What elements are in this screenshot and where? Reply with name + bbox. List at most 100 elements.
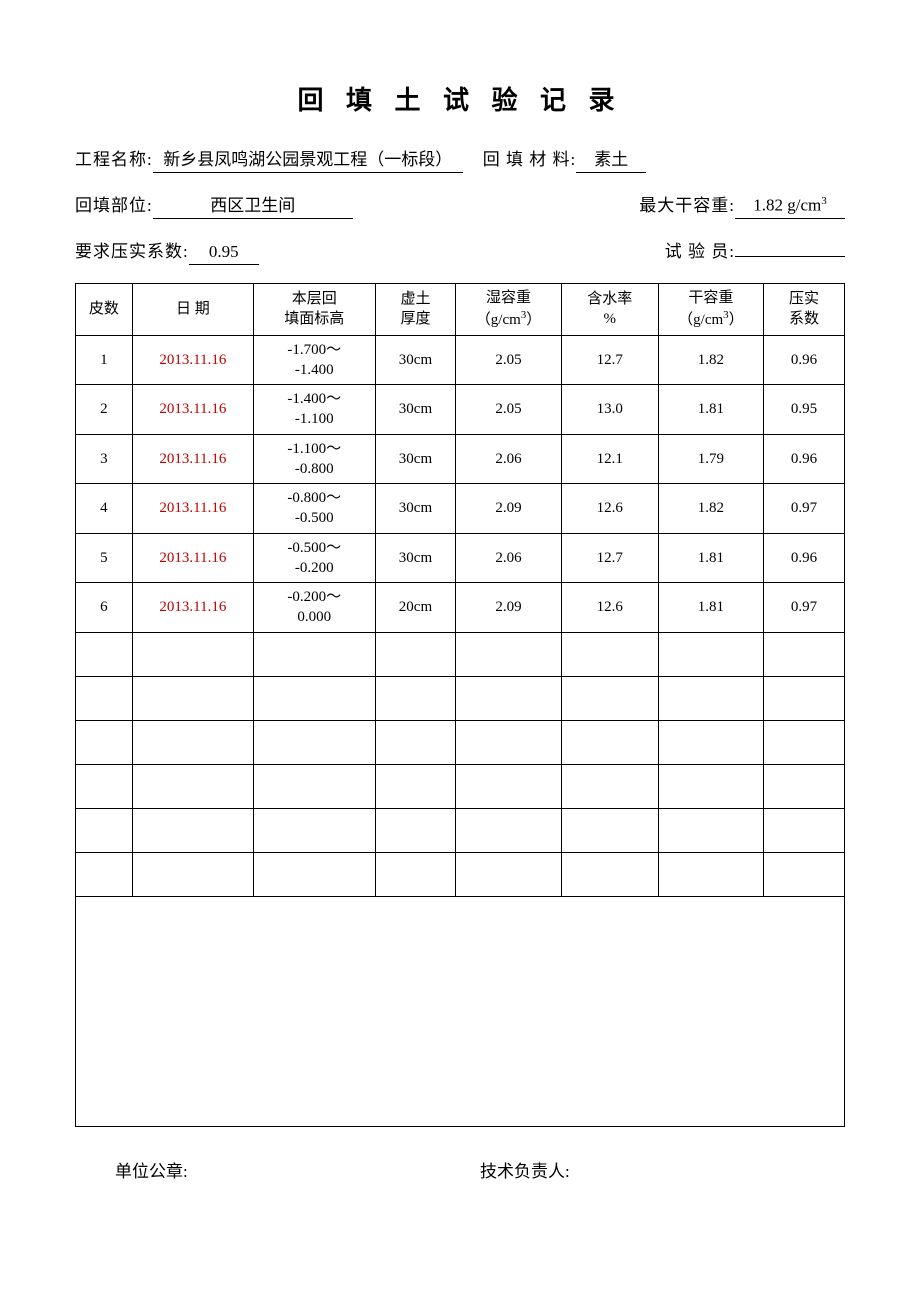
table-cell: [456, 632, 561, 676]
compaction-value: 0.95: [189, 242, 259, 265]
table-cell: [132, 632, 253, 676]
table-cell: 2.06: [456, 434, 561, 484]
table-cell: [132, 764, 253, 808]
table-cell: [132, 720, 253, 764]
table-cell: 13.0: [561, 385, 658, 435]
table-cell: [254, 852, 375, 896]
table-cell: [764, 808, 845, 852]
page-title: 回 填 土 试 验 记 录: [75, 80, 845, 117]
table-cell: 2: [76, 385, 133, 435]
table-cell: 1.81: [658, 533, 763, 583]
table-cell: 4: [76, 484, 133, 534]
col-wet-density: 湿容重（g/cm3）: [456, 284, 561, 336]
table-cell: 2.05: [456, 335, 561, 385]
table-cell: [764, 720, 845, 764]
table-cell: 2013.11.16: [132, 385, 253, 435]
table-cell: [764, 764, 845, 808]
table-cell: -0.500～-0.200: [254, 533, 375, 583]
table-cell: [254, 632, 375, 676]
table-cell: [456, 764, 561, 808]
table-cell: [561, 764, 658, 808]
table-cell: [76, 764, 133, 808]
col-layer: 皮数: [76, 284, 133, 336]
table-row: 42013.11.16-0.800～-0.50030cm2.0912.61.82…: [76, 484, 845, 534]
table-row: [76, 808, 845, 852]
table-row: 62013.11.16-0.200～0.00020cm2.0912.61.810…: [76, 583, 845, 633]
table-cell: [375, 808, 456, 852]
table-cell: 3: [76, 434, 133, 484]
col-water: 含水率%: [561, 284, 658, 336]
table-cell: [658, 852, 763, 896]
fill-material: 素土: [576, 145, 646, 173]
table-cell: 12.6: [561, 583, 658, 633]
fill-location-label: 回填部位:: [75, 191, 153, 216]
table-cell: [658, 632, 763, 676]
table-cell: [254, 720, 375, 764]
table-cell: [132, 852, 253, 896]
table-cell: [561, 632, 658, 676]
col-dry-density: 干容重（g/cm3）: [658, 284, 763, 336]
table-cell: 0.97: [764, 583, 845, 633]
meta-row-3: 要求压实系数: 0.95 试 验 员:: [75, 237, 845, 265]
table-cell: -1.100～-0.800: [254, 434, 375, 484]
table-cell: 12.7: [561, 335, 658, 385]
table-cell: 2013.11.16: [132, 583, 253, 633]
table-cell: [764, 852, 845, 896]
table-cell: [132, 808, 253, 852]
table-row: 32013.11.16-1.100～-0.80030cm2.0612.11.79…: [76, 434, 845, 484]
table-cell: 30cm: [375, 434, 456, 484]
fill-material-label: 回 填 材 料:: [483, 145, 576, 170]
table-cell: 5: [76, 533, 133, 583]
table-cell: [658, 676, 763, 720]
table-cell: 2.05: [456, 385, 561, 435]
table-cell: [764, 676, 845, 720]
table-cell: [375, 852, 456, 896]
fill-location: 西区卫生间: [153, 191, 353, 219]
table-cell: [561, 852, 658, 896]
table-cell: [76, 808, 133, 852]
table-row: [76, 764, 845, 808]
table-cell: 0.95: [764, 385, 845, 435]
tester-label: 试 验 员:: [665, 237, 735, 262]
table-cell: 30cm: [375, 385, 456, 435]
max-dry-label: 最大干容重:: [639, 191, 735, 216]
table-cell: 12.7: [561, 533, 658, 583]
table-cell: 30cm: [375, 533, 456, 583]
table-cell: [254, 676, 375, 720]
table-cell: 12.1: [561, 434, 658, 484]
footer-tech: 技术负责人:: [480, 1157, 570, 1182]
table-cell: [658, 720, 763, 764]
table-row: 52013.11.16-0.500～-0.20030cm2.0612.71.81…: [76, 533, 845, 583]
table-cell: [375, 764, 456, 808]
table-cell: [76, 720, 133, 764]
table-cell: 1.79: [658, 434, 763, 484]
table-cell: 2013.11.16: [132, 484, 253, 534]
table-cell: [456, 676, 561, 720]
table-cell: [456, 852, 561, 896]
table-row: 22013.11.16-1.400～-1.10030cm2.0513.01.81…: [76, 385, 845, 435]
table-cell: 0.96: [764, 335, 845, 385]
footer-stamp: 单位公章:: [115, 1157, 480, 1182]
max-dry-value: 1.82 g/cm3: [735, 195, 845, 219]
table-cell: 1.81: [658, 583, 763, 633]
table-cell: -1.400～-1.100: [254, 385, 375, 435]
table-cell: [561, 720, 658, 764]
table-cell: 1.82: [658, 484, 763, 534]
table-cell: 2.06: [456, 533, 561, 583]
data-table: 皮数 日 期 本层回填面标高 虚土厚度 湿容重（g/cm3） 含水率% 干容重（…: [75, 283, 845, 1127]
tester-value: [735, 254, 845, 257]
table-cell: 0.97: [764, 484, 845, 534]
table-cell: [132, 676, 253, 720]
table-cell: [456, 720, 561, 764]
table-cell: 0.96: [764, 434, 845, 484]
table-row: [76, 676, 845, 720]
table-cell: 1: [76, 335, 133, 385]
col-date: 日 期: [132, 284, 253, 336]
remarks-row: [76, 896, 845, 1126]
table-cell: 2013.11.16: [132, 335, 253, 385]
meta-row-1: 工程名称: 新乡县凤鸣湖公园景观工程（一标段） 回 填 材 料: 素土: [75, 145, 845, 173]
table-cell: 30cm: [375, 484, 456, 534]
table-cell: 20cm: [375, 583, 456, 633]
project-label: 工程名称:: [75, 145, 153, 170]
table-cell: 2013.11.16: [132, 533, 253, 583]
